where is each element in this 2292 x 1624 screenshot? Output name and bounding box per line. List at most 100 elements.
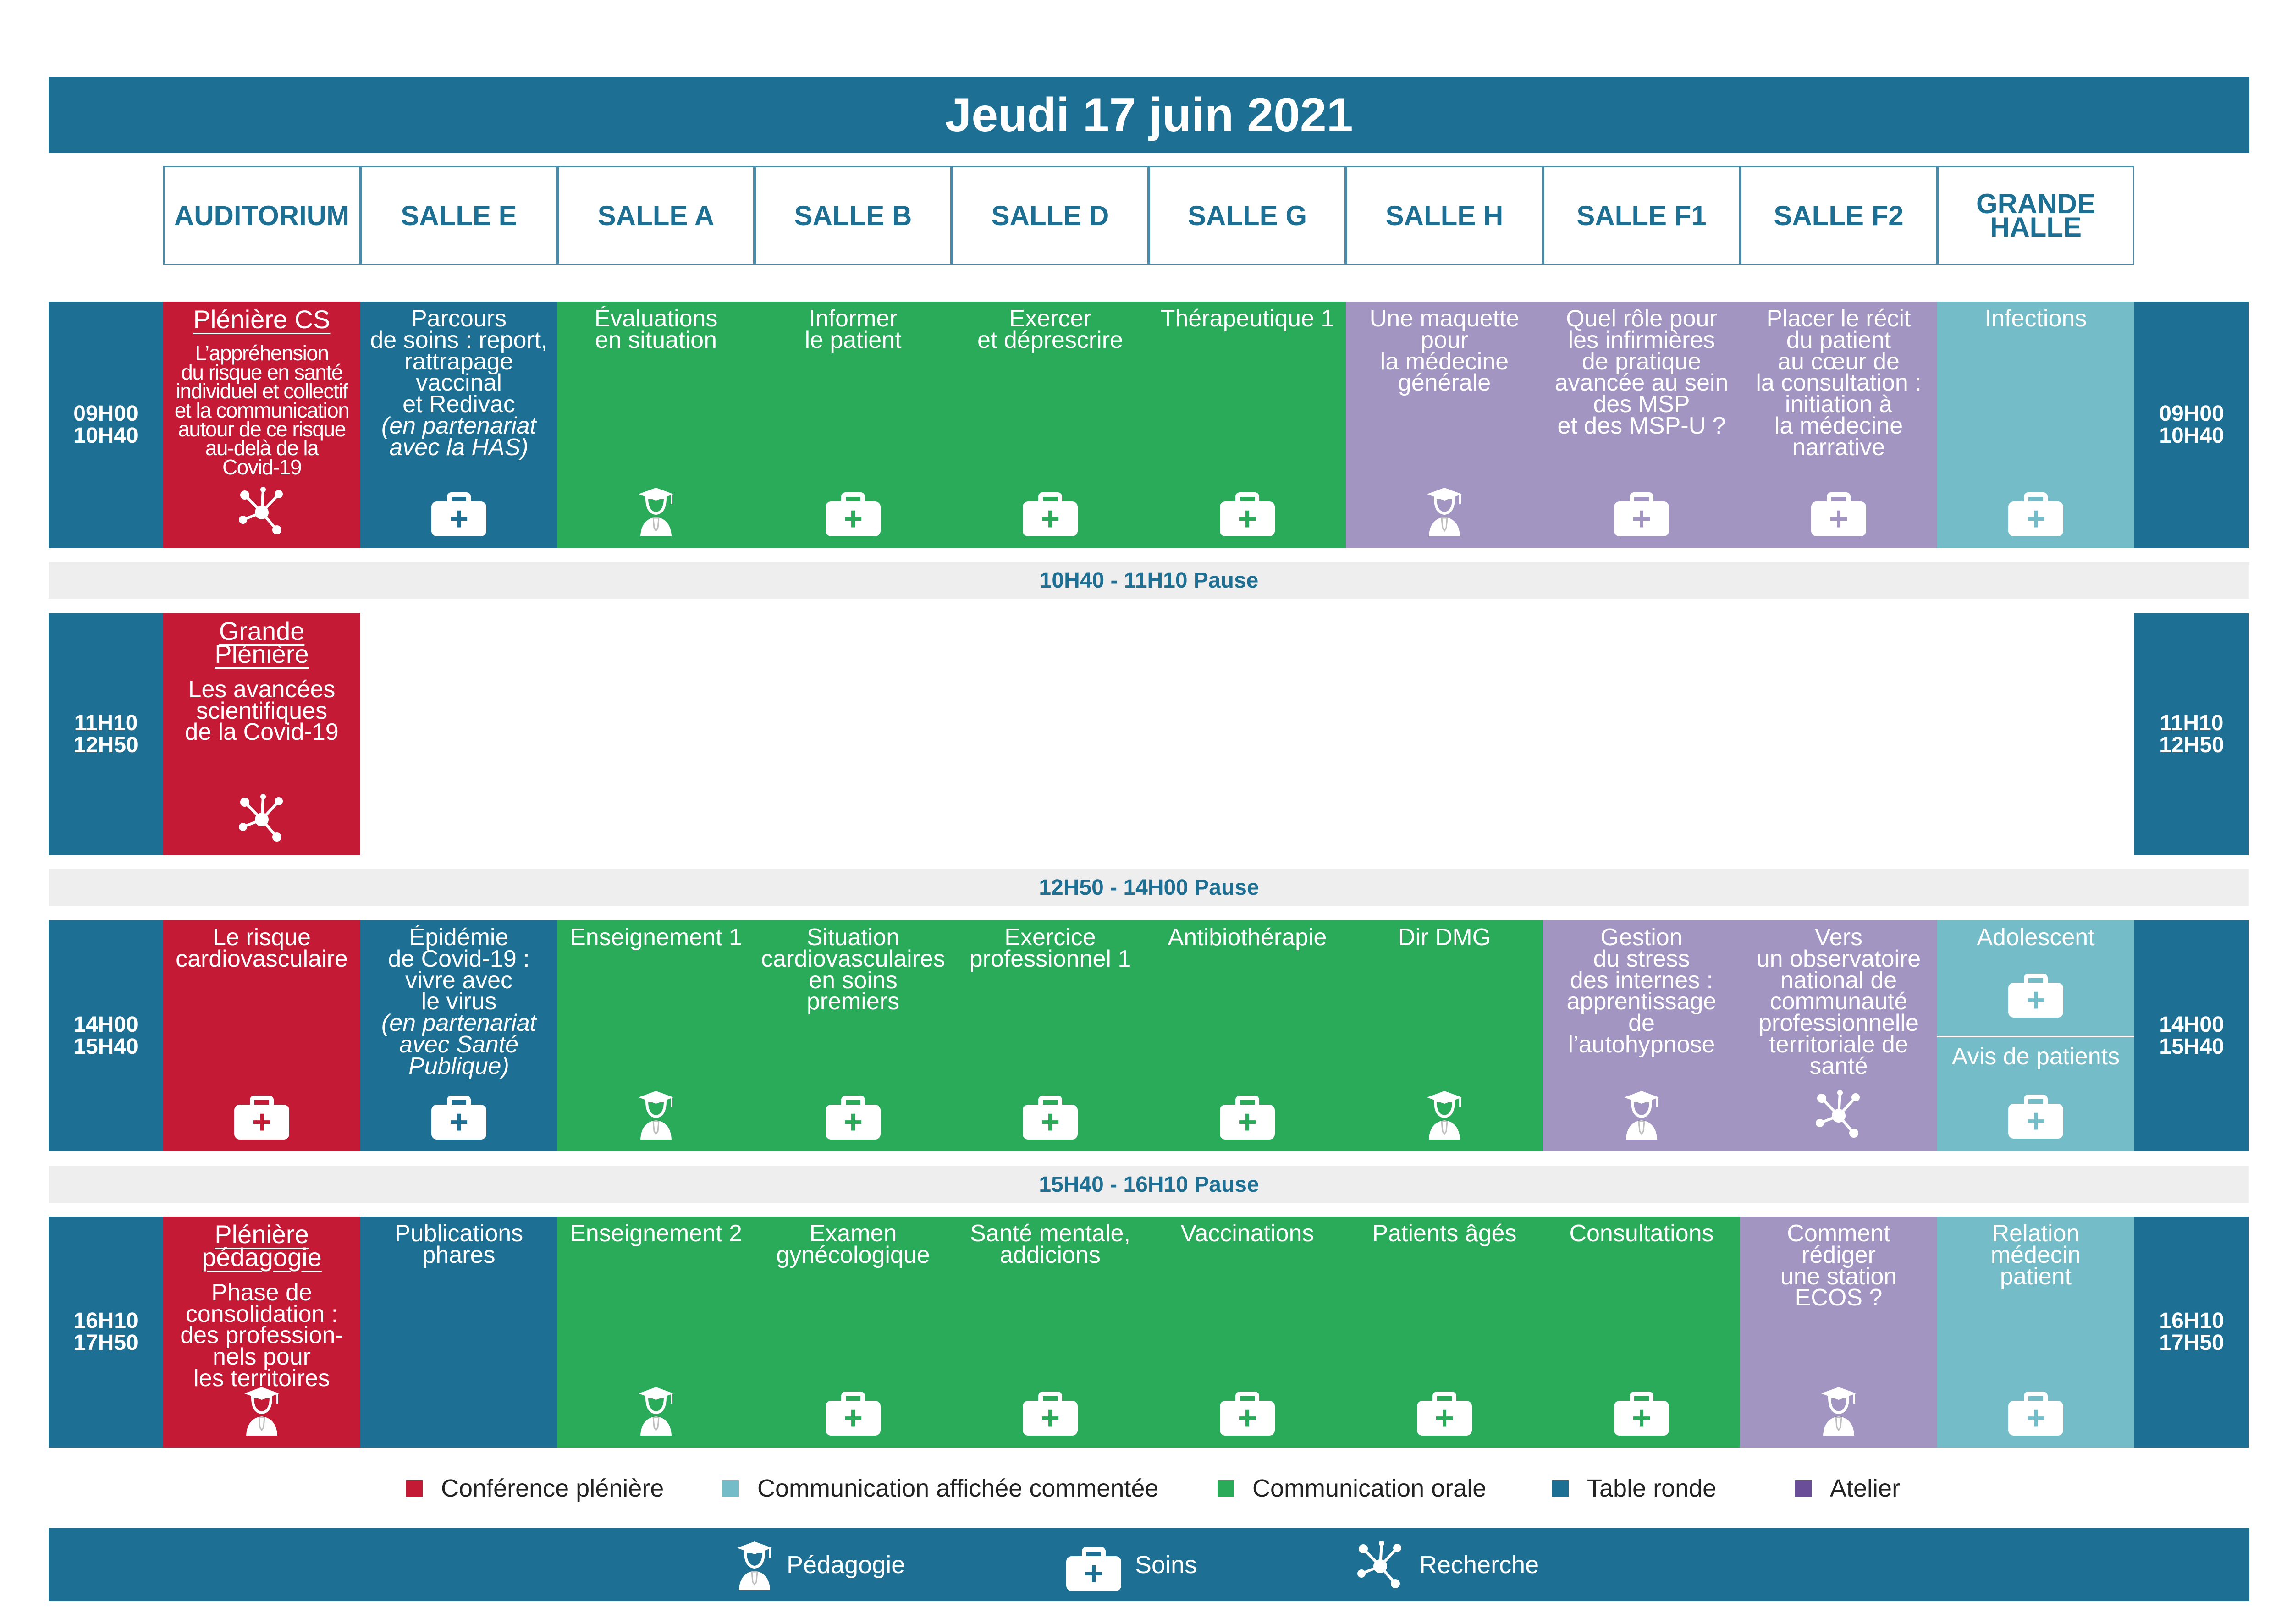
room-header-label: SALLE E	[401, 200, 517, 231]
time-slot-left: 09H00 10H40	[49, 302, 163, 548]
session-cell[interactable]: Thérapeutique 1 +	[1149, 302, 1346, 548]
session-cell[interactable]: Examen gynécologique +	[755, 1217, 952, 1448]
session-title: L’appréhension du risque en santé indivi…	[174, 341, 350, 479]
session-category: Plénière CS	[193, 305, 331, 334]
page-title: Jeudi 17 juin 2021	[49, 77, 2249, 153]
session-title: Infections	[1984, 305, 2087, 332]
session-cell[interactable]: Parcours de soins : report, rattrapage v…	[360, 302, 557, 548]
session-cell[interactable]: Adolescent + Avis de patients +	[1937, 920, 2134, 1151]
session-cell[interactable]: Enseignement 2	[557, 1217, 755, 1448]
graduate-icon	[243, 1385, 280, 1436]
room-header: SALLE F1	[1543, 166, 1740, 265]
legend-label: Communication orale	[1252, 1475, 1487, 1502]
session-cell[interactable]: Publications phares	[360, 1217, 557, 1448]
icon-wrap: +	[2008, 1095, 2063, 1139]
medical-kit-icon: +	[1811, 492, 1866, 536]
medical-kit-icon: +	[431, 1096, 486, 1140]
icon-wrap	[638, 1089, 674, 1140]
room-header-label: SALLE F2	[1774, 200, 1904, 231]
icon-wrap: +	[431, 1096, 486, 1140]
session-cell[interactable]: Relation médecin patient +	[1937, 1217, 2134, 1448]
session-cell[interactable]: Grande Plénière Les avancées scientifique…	[163, 613, 360, 855]
icon-wrap	[1820, 1385, 1857, 1436]
time-slot-right: 11H10 12H50	[2134, 613, 2249, 855]
session-title: Publications phares	[394, 1220, 523, 1268]
legend-swatch	[406, 1480, 423, 1497]
time-label: 09H00 10H40	[73, 402, 138, 448]
session-title: Le risque cardiovasculaire	[176, 924, 348, 972]
room-header-label: SALLE A	[597, 200, 715, 231]
footer-label: Recherche	[1419, 1551, 1539, 1579]
footer-legend-item: + Soins	[1066, 1539, 1197, 1591]
session-cell[interactable]: Plénière pédagogie Phase de consolidation…	[163, 1217, 360, 1448]
legend-swatch	[1552, 1480, 1569, 1497]
network-icon	[237, 486, 287, 536]
session-cell[interactable]: Épidémie de Covid-19 : vivre avec le vir…	[360, 920, 557, 1151]
medical-kit-icon: +	[1023, 1096, 1078, 1140]
graduate-icon	[1820, 1385, 1857, 1436]
medical-kit-icon: +	[1417, 1392, 1472, 1436]
icon-wrap: +	[826, 1392, 881, 1436]
session-cell[interactable]: Gestion du stress des internes : apprent…	[1543, 920, 1740, 1151]
session-title: Santé mentale, addicions	[970, 1220, 1130, 1268]
session-cell[interactable]: Enseignement 1	[557, 920, 755, 1151]
icon-wrap: +	[1811, 492, 1866, 536]
session-cell[interactable]: Vers un observatoire national de communa…	[1740, 920, 1937, 1151]
session-cell[interactable]: Exercice professionnel 1 +	[952, 920, 1149, 1151]
icon-wrap	[243, 1385, 280, 1436]
session-cell[interactable]: Comment rédiger une station ECOS ?	[1740, 1217, 1937, 1448]
graduate-icon	[1426, 1089, 1463, 1140]
session-cell[interactable]: Informer le patient +	[755, 302, 952, 548]
icon-wrap	[1426, 1089, 1463, 1140]
graduate-icon	[1623, 1089, 1660, 1140]
time-label: 14H00 15H40	[73, 1013, 138, 1059]
room-header-label: SALLE B	[794, 200, 912, 231]
icon-wrap: +	[826, 492, 881, 536]
room-header: GRANDE HALLE	[1937, 166, 2134, 265]
pause-label: 10H40 - 11H10 Pause	[1039, 568, 1259, 593]
session-title: Comment rédiger une station ECOS ?	[1780, 1220, 1897, 1311]
legend-swatch	[1218, 1480, 1234, 1497]
session-cell[interactable]: Exercer et déprescrire +	[952, 302, 1149, 548]
session-cell[interactable]: Une maquette pour la médecine générale	[1346, 302, 1543, 548]
icon-wrap	[1426, 486, 1463, 536]
icon-wrap	[1623, 1089, 1660, 1140]
session-title: Gestion du stress des internes : apprent…	[1566, 924, 1717, 1058]
session-cell[interactable]: Infections +	[1937, 302, 2134, 548]
legend-label: Atelier	[1830, 1475, 1901, 1502]
session-title: Les avancées scientifiques de la Covid-1…	[185, 676, 339, 746]
session-cell[interactable]: Situation cardiovasculaires en soins pre…	[755, 920, 952, 1151]
icon-wrap: +	[826, 1096, 881, 1140]
room-header: SALLE D	[952, 166, 1149, 265]
graduate-icon	[638, 1089, 674, 1140]
session-cell[interactable]: Patients âgés +	[1346, 1217, 1543, 1448]
icon-wrap: +	[234, 1096, 289, 1140]
medical-kit-icon: +	[1614, 492, 1669, 536]
session-title: Vers un observatoire national de communa…	[1756, 924, 1921, 1079]
session-cell[interactable]: Quel rôle pour les infirmières de pratiq…	[1543, 302, 1740, 548]
session-cell[interactable]: Plénière CS L’appréhension du risque en s…	[163, 302, 360, 548]
medical-kit-icon: +	[2008, 492, 2063, 536]
session-cell[interactable]: Vaccinations +	[1149, 1217, 1346, 1448]
session-cell[interactable]: Évaluations en situation	[557, 302, 755, 548]
network-icon	[1355, 1540, 1405, 1590]
session-partner: (en partenariat avec Santé Publique)	[381, 1010, 537, 1079]
icon-wrap: +	[1023, 1096, 1078, 1140]
session-cell[interactable]: Dir DMG	[1346, 920, 1543, 1151]
session-cell[interactable]: Santé mentale, addicions +	[952, 1217, 1149, 1448]
icon-wrap: +	[2008, 974, 2063, 1018]
icon-wrap	[638, 486, 674, 536]
session-title: Une maquette pour la médecine générale	[1369, 305, 1520, 396]
session-cell[interactable]: Le risque cardiovasculaire +	[163, 920, 360, 1151]
session-title: Exercer et déprescrire	[977, 305, 1123, 353]
session-cell[interactable]: Antibiothérapie +	[1149, 920, 1346, 1151]
legend-item: Atelier	[1795, 1472, 1900, 1504]
icon-wrap: +	[431, 492, 486, 536]
session-category: Grande Plénière	[215, 617, 309, 669]
session-cell[interactable]: Consultations +	[1543, 1217, 1740, 1448]
network-icon	[237, 793, 287, 843]
medical-kit-icon: +	[1066, 1547, 1121, 1591]
session-partner: (en partenariat avec la HAS)	[381, 412, 537, 461]
session-cell[interactable]: Placer le récit du patient au cœur de la…	[1740, 302, 1937, 548]
icon-wrap: +	[1614, 492, 1669, 536]
